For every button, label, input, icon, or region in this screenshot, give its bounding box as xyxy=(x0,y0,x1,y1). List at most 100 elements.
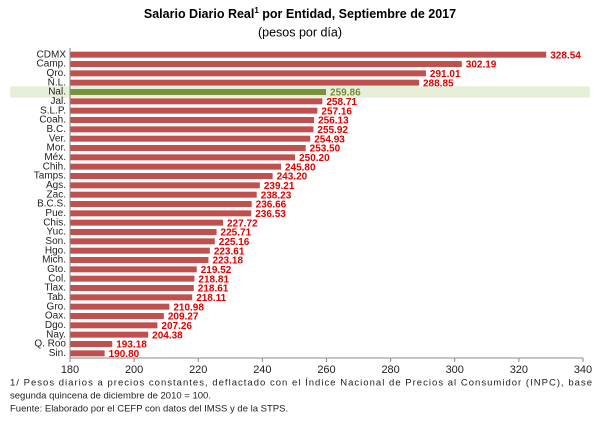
y-tick-label: Mor. xyxy=(47,143,66,154)
bar xyxy=(70,219,224,226)
y-tick-label: N.L. xyxy=(48,77,66,88)
bar xyxy=(70,266,197,273)
bar xyxy=(70,145,306,151)
y-tick-label: Yuc. xyxy=(47,227,66,238)
data-label: 254.93 xyxy=(314,134,345,145)
bar xyxy=(70,182,260,189)
bar xyxy=(70,331,149,338)
data-label: 243.20 xyxy=(277,172,308,183)
data-label: 238.23 xyxy=(261,190,292,201)
data-label: 223.18 xyxy=(212,256,243,267)
data-label: 291.01 xyxy=(430,69,461,80)
title-main: Salario Diario Real xyxy=(144,7,254,21)
bar xyxy=(70,294,193,301)
y-tick-label: Mich. xyxy=(42,255,66,266)
bar xyxy=(70,341,113,347)
chart-title: Salario Diario Real1 por Entidad, Septie… xyxy=(144,6,456,21)
y-tick-label: S.L.P. xyxy=(40,105,66,116)
bar xyxy=(70,117,315,123)
data-label: 210.98 xyxy=(173,302,204,313)
y-tick-label: Hgo. xyxy=(45,245,66,256)
x-tick-label: 240 xyxy=(253,364,271,376)
bar xyxy=(70,163,281,170)
bar xyxy=(70,285,194,291)
data-label: 218.11 xyxy=(196,293,226,304)
data-label: 236.66 xyxy=(256,200,287,211)
bar xyxy=(70,98,323,105)
y-tick-label: Nal. xyxy=(48,87,66,98)
data-label: 218.81 xyxy=(198,274,229,285)
y-tick-label: Coah. xyxy=(39,115,66,126)
y-tick-label: Chih. xyxy=(43,161,66,172)
x-tick-label: 340 xyxy=(574,364,592,376)
bar xyxy=(70,107,318,114)
footnote: 1/ Pesos diarios a precios constantes, d… xyxy=(10,378,592,389)
y-tick-label: Son. xyxy=(45,236,66,247)
bar xyxy=(70,350,105,357)
bar xyxy=(70,210,252,217)
chart-subtitle: (pesos por día) xyxy=(258,25,342,39)
y-tick-label: Tab. xyxy=(47,292,66,303)
data-label: 227.72 xyxy=(227,218,258,229)
y-tick-label: Camp. xyxy=(37,59,66,70)
title-sup: 1 xyxy=(254,6,259,15)
y-tick-label: Oax. xyxy=(45,311,66,322)
bar xyxy=(70,173,273,179)
y-tick-label: Tamps. xyxy=(34,171,66,182)
y-tick-label: Gto. xyxy=(47,264,66,275)
bar xyxy=(70,191,257,198)
bar xyxy=(70,51,547,58)
data-label: 236.53 xyxy=(255,209,286,220)
x-tick-label: 180 xyxy=(61,364,79,376)
y-tick-label: Tlax. xyxy=(44,283,66,294)
data-label: 190.80 xyxy=(109,349,140,360)
footnote: segunda quincena de diciembre de 2010 = … xyxy=(10,391,211,402)
x-tick-label: 300 xyxy=(446,364,464,376)
bar xyxy=(70,135,311,142)
x-tick-label: 220 xyxy=(189,364,207,376)
data-label: 257.16 xyxy=(321,106,352,117)
y-tick-label: Gro. xyxy=(47,301,66,312)
x-tick-label: 280 xyxy=(381,364,399,376)
data-label: 239.21 xyxy=(264,181,295,192)
title-rest: por Entidad, Septiembre de 2017 xyxy=(259,7,456,21)
bar xyxy=(70,61,462,67)
bar xyxy=(70,89,327,95)
y-tick-label: CDMX xyxy=(37,49,67,60)
data-label: 328.54 xyxy=(550,50,581,61)
y-tick-label: B.C. xyxy=(47,124,66,135)
y-tick-label: Pue. xyxy=(45,208,66,219)
data-label: 245.80 xyxy=(285,162,316,173)
data-label: 302.19 xyxy=(466,60,497,71)
x-tick-label: 260 xyxy=(317,364,335,376)
y-tick-label: Chis. xyxy=(43,217,66,228)
data-label: 204.38 xyxy=(152,330,183,341)
data-label: 250.20 xyxy=(299,153,330,164)
data-label: 218.61 xyxy=(198,284,229,295)
y-tick-label: Qro. xyxy=(47,68,66,79)
bar xyxy=(70,275,195,282)
data-label: 223.61 xyxy=(214,246,245,257)
data-label: 256.13 xyxy=(318,116,349,127)
y-tick-label: Ags. xyxy=(46,180,66,191)
bar xyxy=(70,201,252,207)
data-label: 209.27 xyxy=(168,312,199,323)
y-tick-label: Jal. xyxy=(50,96,66,107)
data-label: 288.85 xyxy=(423,78,454,89)
bar xyxy=(70,126,314,133)
data-label: 225.71 xyxy=(221,228,252,239)
bar xyxy=(70,313,164,319)
data-label: 225.16 xyxy=(219,237,250,248)
y-tick-label: Dgo. xyxy=(45,320,66,331)
x-tick-label: 320 xyxy=(510,364,528,376)
y-tick-label: Zac. xyxy=(47,189,66,200)
data-label: 255.92 xyxy=(317,125,348,136)
bar xyxy=(70,229,217,235)
bar xyxy=(70,257,209,263)
bar xyxy=(70,238,215,245)
bar xyxy=(70,154,296,161)
data-label: 219.52 xyxy=(201,265,232,276)
x-tick-label: 200 xyxy=(125,364,143,376)
y-tick-label: Col. xyxy=(48,273,66,284)
y-tick-label: Méx. xyxy=(44,152,66,163)
